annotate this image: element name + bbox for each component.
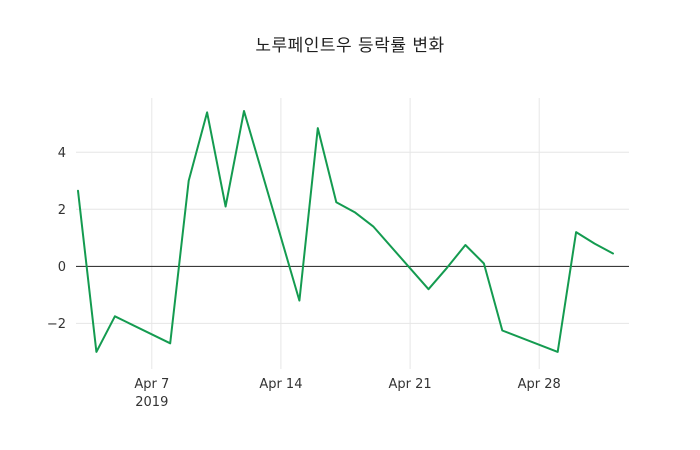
- x-tick-label: Apr 21: [389, 377, 432, 392]
- x-tick-label: Apr 28: [518, 377, 561, 392]
- y-tick-label: −2: [47, 317, 66, 332]
- x-tick-label: Apr 14: [259, 377, 302, 392]
- y-tick-label: 2: [58, 203, 66, 218]
- y-tick-label: 4: [58, 146, 66, 161]
- x-tick-label: Apr 7: [134, 377, 169, 392]
- series-line: [77, 110, 614, 353]
- y-tick-label: 0: [58, 260, 66, 275]
- x-tick-sublabel: 2019: [135, 395, 168, 410]
- chart-title: 노루페인트우 등락률 변화: [255, 36, 445, 56]
